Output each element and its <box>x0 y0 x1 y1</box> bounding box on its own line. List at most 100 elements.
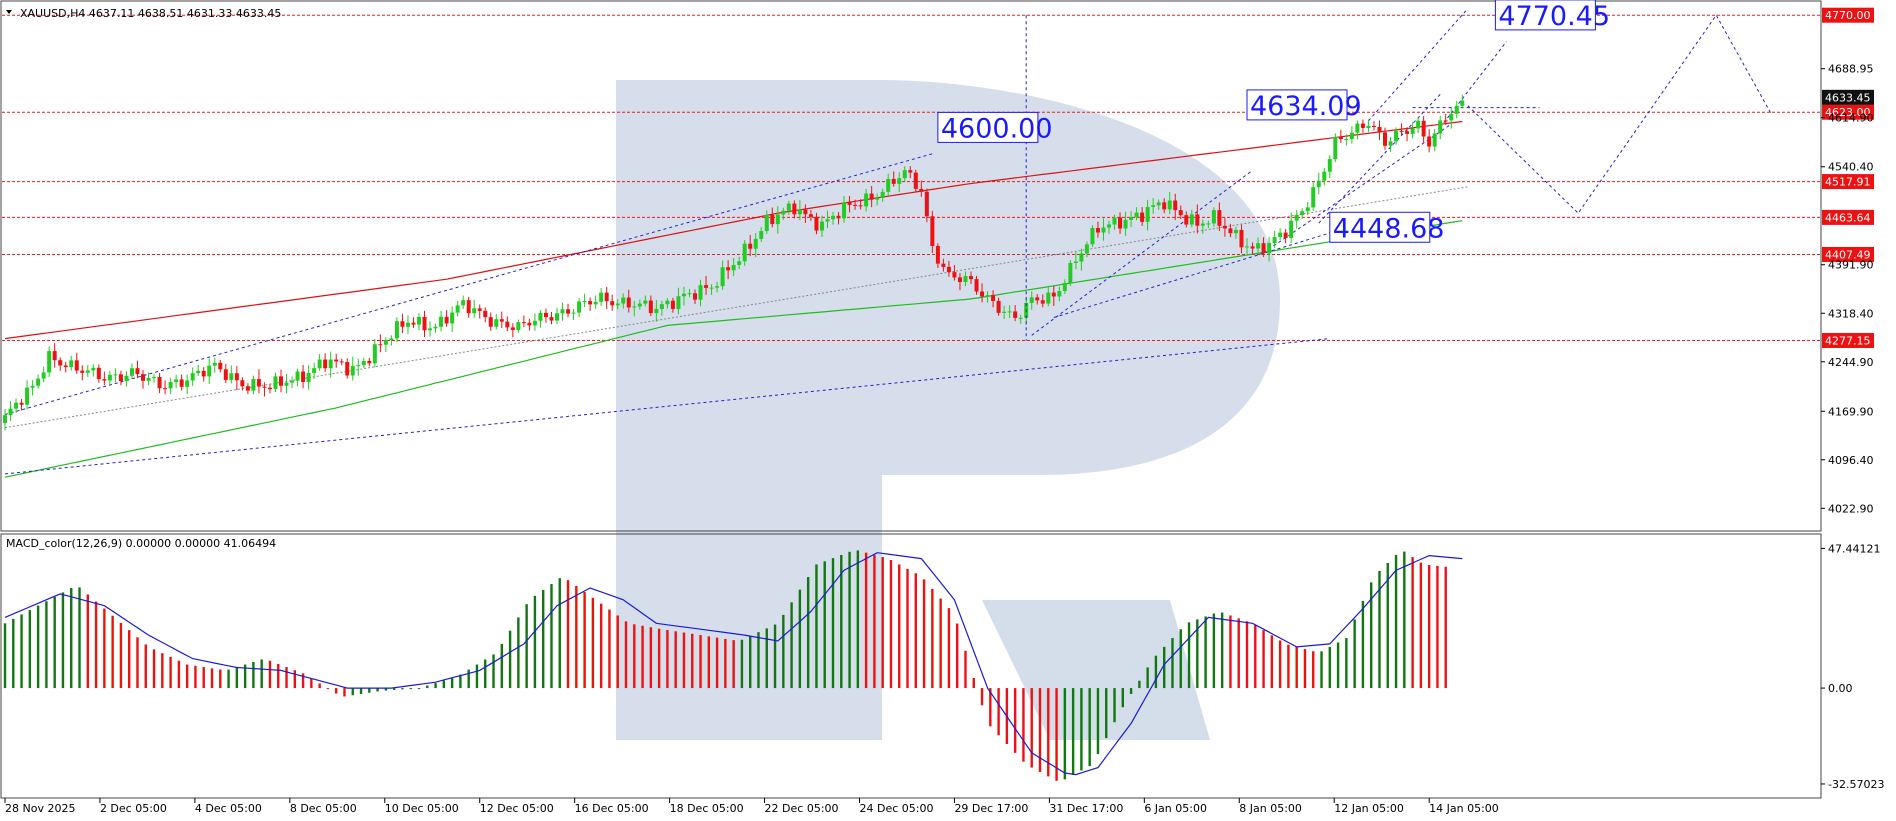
candle-body <box>1427 136 1432 147</box>
macd-bar <box>666 630 669 689</box>
candle-body <box>1134 212 1139 218</box>
candle-body <box>284 382 289 386</box>
callout-box <box>1494 0 1596 31</box>
macd-bar <box>28 610 32 689</box>
x-tick-label: 14 Jan 05:00 <box>1429 802 1499 815</box>
candle-body <box>1013 311 1018 318</box>
macd-bar <box>856 550 860 689</box>
ma-red-line <box>4 120 1463 340</box>
candle-body <box>1018 317 1023 319</box>
candle-body <box>538 312 543 321</box>
candle-body <box>1002 311 1007 313</box>
candle-body <box>549 317 554 321</box>
candle-body <box>455 305 460 313</box>
candle-body <box>858 205 863 207</box>
candle-body <box>361 361 366 366</box>
x-tick-label: 29 Dec 17:00 <box>954 802 1028 815</box>
candle-body <box>687 293 692 295</box>
candle-body <box>1283 232 1288 238</box>
candle-body <box>759 231 764 239</box>
macd-bar <box>848 551 851 689</box>
macd-bar <box>1063 688 1067 780</box>
macd-bar <box>1345 638 1348 689</box>
macd-y-tick-label: 47.44121 <box>1828 542 1881 555</box>
macd-bar <box>1088 688 1091 767</box>
macd-bar <box>599 603 603 689</box>
macd-bar <box>657 628 661 689</box>
candle-body <box>864 193 869 207</box>
macd-bar <box>293 670 296 689</box>
candle-body <box>1289 220 1294 238</box>
candle-body <box>367 361 372 364</box>
candle-body <box>273 376 278 390</box>
macd-bar <box>873 554 876 689</box>
candle-body <box>1443 120 1448 122</box>
x-tick-label: 8 Dec 05:00 <box>290 802 357 815</box>
candle-body <box>1206 223 1211 225</box>
candle-body <box>1272 237 1277 244</box>
macd-bar <box>401 688 404 690</box>
macd-bar <box>268 660 272 689</box>
macd-bar <box>1138 680 1141 689</box>
candle-body <box>1211 210 1216 224</box>
macd-bar <box>1146 667 1149 689</box>
macd-bar <box>558 578 561 689</box>
candle-body <box>389 338 394 341</box>
macd-bar <box>1204 616 1207 689</box>
y-tick-label: 4391.90 <box>1828 259 1874 272</box>
macd-bar <box>459 674 462 689</box>
candle-body <box>102 379 107 381</box>
candle-body <box>1394 130 1399 142</box>
candle-body <box>207 365 212 377</box>
macd-bar <box>508 630 512 689</box>
macd-bar <box>1353 619 1356 689</box>
macd-bar <box>931 588 934 689</box>
candle-body <box>781 210 786 215</box>
candle-body <box>1140 212 1145 222</box>
candle-body <box>439 316 444 327</box>
macd-bar <box>542 589 545 689</box>
candle-body <box>323 359 328 369</box>
candle-body <box>1421 120 1426 137</box>
symbol-menu-icon[interactable] <box>6 10 12 14</box>
candle-body <box>47 351 52 373</box>
candle-body <box>25 387 30 405</box>
candle-body <box>952 272 957 278</box>
candle-body <box>1460 100 1465 106</box>
candle-body <box>1073 261 1078 263</box>
candle-body <box>808 214 813 217</box>
candle-body <box>599 292 604 302</box>
level-tag-label: 4517.91 <box>1825 176 1871 189</box>
macd-bar <box>1121 688 1124 708</box>
macd-bar <box>864 552 868 689</box>
callout-box <box>1329 211 1431 243</box>
candle-body <box>107 374 112 381</box>
candle-body <box>566 309 571 314</box>
candle-body <box>897 178 902 184</box>
candle-body <box>14 402 19 409</box>
candle-body <box>394 321 399 339</box>
candle-body <box>1410 128 1415 134</box>
macd-bar <box>533 595 537 689</box>
macd-bar <box>1113 688 1116 723</box>
candle-body <box>935 245 940 264</box>
x-tick-label: 31 Dec 17:00 <box>1049 802 1123 815</box>
macd-bar <box>591 597 595 689</box>
candle-body <box>582 301 587 303</box>
candle-body <box>345 362 350 376</box>
candle-body <box>190 373 195 381</box>
channel-upper-3 <box>1368 8 1469 122</box>
candle-body <box>676 296 681 309</box>
candle-body <box>1371 125 1376 128</box>
macd-bar <box>359 688 363 694</box>
candle-body <box>831 215 835 220</box>
x-tick-label: 18 Dec 05:00 <box>670 802 744 815</box>
candle-body <box>880 191 885 198</box>
candle-body <box>737 261 742 265</box>
candle-body <box>1344 138 1349 140</box>
candle-body <box>1245 246 1249 248</box>
macd-bar <box>757 632 760 689</box>
x-tick-label: 12 Jan 05:00 <box>1334 802 1404 815</box>
candle-body <box>1095 228 1100 233</box>
candle-body <box>1167 200 1172 210</box>
